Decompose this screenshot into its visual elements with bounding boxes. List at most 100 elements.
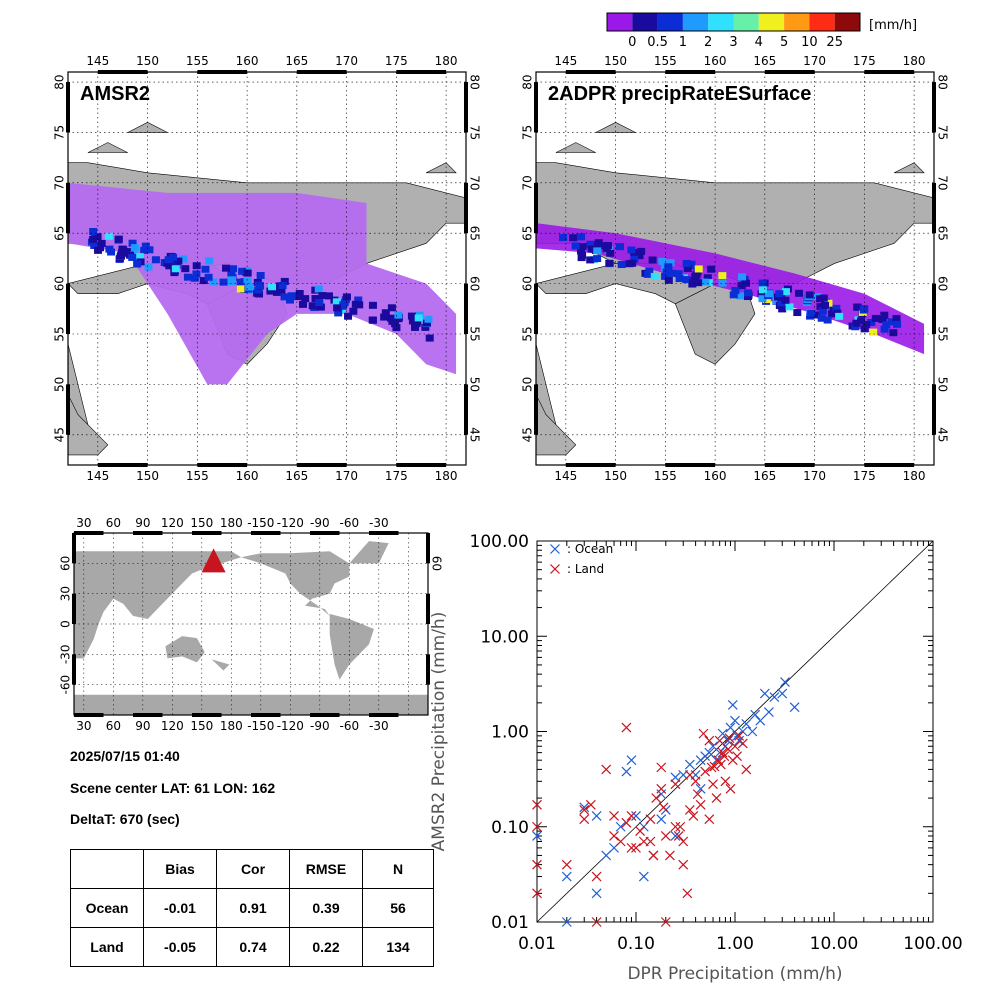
lon-tick-label: 150 bbox=[604, 54, 627, 68]
precip-pixel bbox=[630, 255, 639, 263]
x-tick-label: 1.00 bbox=[716, 934, 754, 954]
precip-pixel bbox=[586, 256, 595, 264]
y-tick-label: 100.00 bbox=[470, 532, 529, 552]
precip-pixel bbox=[777, 299, 786, 307]
precip-pixel bbox=[664, 276, 673, 284]
lon-tick-label: 155 bbox=[654, 469, 677, 483]
precip-pixel bbox=[819, 294, 828, 302]
stats-table: Bias Cor RMSE N Ocean -0.01 0.91 0.39 56… bbox=[70, 849, 434, 967]
lat-tick-label: 60 bbox=[468, 276, 482, 291]
scene-center: Scene center LAT: 61 LON: 162 bbox=[70, 780, 276, 796]
precip-pixel bbox=[165, 262, 174, 270]
precip-pixel bbox=[128, 239, 137, 247]
marker-stroke bbox=[645, 836, 656, 847]
precip-pixel bbox=[97, 239, 106, 247]
lon-tick-label: 170 bbox=[803, 469, 826, 483]
lon-tick-label: 160 bbox=[704, 54, 727, 68]
data-point-land bbox=[532, 859, 542, 870]
stats-header-cell: N bbox=[362, 849, 434, 889]
lon-tick-label: 180 bbox=[903, 54, 926, 68]
precip-pixel bbox=[637, 247, 646, 255]
data-point-land bbox=[678, 836, 689, 847]
data-point-land bbox=[609, 810, 619, 821]
precip-pixel bbox=[743, 289, 752, 297]
precip-pixel bbox=[192, 262, 201, 270]
data-point-ocean bbox=[789, 702, 800, 713]
marker-stroke bbox=[660, 831, 671, 841]
marker-stroke bbox=[704, 814, 715, 825]
precip-pixel bbox=[635, 252, 644, 260]
marker-stroke bbox=[561, 871, 572, 882]
colorbar: 0 0.5 1 2 3 4 5 10 25 bbox=[606, 12, 861, 50]
map-content bbox=[68, 72, 466, 465]
precip-pixel bbox=[758, 295, 767, 303]
lon-tick-label: 165 bbox=[285, 469, 308, 483]
data-point-land bbox=[656, 783, 667, 794]
data-point-ocean bbox=[780, 677, 790, 688]
marker-stroke bbox=[684, 805, 695, 815]
precip-pixel bbox=[245, 283, 254, 291]
precip-pixel bbox=[571, 242, 580, 250]
precip-pixel bbox=[795, 289, 804, 297]
stats-row-land: Land -0.05 0.74 0.22 134 bbox=[70, 927, 434, 967]
legend-label: : Ocean bbox=[567, 542, 613, 556]
precip-pixel bbox=[221, 264, 230, 272]
lat-tick-label: 70 bbox=[521, 175, 535, 190]
precip-pixel bbox=[775, 290, 784, 298]
precip-pixel bbox=[119, 246, 128, 254]
stats-cell: 134 bbox=[362, 927, 434, 967]
marker-stroke bbox=[727, 700, 738, 710]
marker-stroke bbox=[723, 744, 733, 755]
precip-pixel bbox=[354, 296, 363, 304]
marker-stroke bbox=[670, 821, 681, 832]
data-point-land bbox=[734, 730, 745, 741]
data-point-land bbox=[561, 859, 572, 870]
marker-stroke bbox=[741, 764, 752, 775]
precip-pixel bbox=[107, 248, 116, 256]
marker-stroke bbox=[780, 677, 790, 688]
data-point-land bbox=[684, 805, 695, 815]
precip-pixel bbox=[311, 295, 320, 303]
precip-pixel bbox=[762, 295, 771, 303]
data-point-ocean bbox=[656, 814, 667, 825]
lon-tick-label: 155 bbox=[654, 54, 677, 68]
marker-stroke bbox=[656, 783, 667, 794]
data-point-land bbox=[645, 836, 656, 847]
lon-tick-label: 145 bbox=[86, 54, 109, 68]
marker-stroke bbox=[789, 702, 800, 713]
y-axis-label: AMSR2 Precipitation (mm/h) bbox=[429, 612, 449, 852]
marker-stroke bbox=[763, 707, 774, 717]
precip-pixel bbox=[785, 303, 794, 311]
precip-pixel bbox=[388, 317, 397, 325]
lon-tick-label: 180 bbox=[903, 469, 926, 483]
stats-cell: 0.74 bbox=[216, 927, 290, 967]
stats-header-cell: RMSE bbox=[289, 849, 363, 889]
precip-pixel bbox=[793, 309, 802, 317]
data-point-land bbox=[730, 741, 740, 752]
data-point-ocean bbox=[750, 709, 761, 720]
precip-pixel bbox=[144, 263, 153, 271]
land-polygon bbox=[894, 162, 925, 174]
precip-pixel bbox=[171, 265, 180, 273]
marker-stroke bbox=[695, 783, 706, 794]
data-point-land bbox=[725, 783, 736, 794]
legend-marker-ocean bbox=[550, 544, 560, 554]
precip-pixel bbox=[243, 269, 252, 277]
data-point-land bbox=[621, 817, 632, 828]
precip-pixel bbox=[577, 254, 586, 262]
lat-tick-label: 80 bbox=[468, 74, 482, 89]
colorbar-swatch bbox=[809, 13, 835, 31]
precip-pixel bbox=[765, 290, 774, 298]
continent-polygon bbox=[74, 551, 242, 619]
data-point-land bbox=[682, 888, 693, 899]
precip-pixel bbox=[887, 318, 896, 326]
colorbar-border bbox=[606, 12, 861, 32]
world-lon-tick: 150 bbox=[190, 719, 213, 733]
marker-stroke bbox=[737, 738, 748, 749]
land-polygon bbox=[555, 142, 596, 153]
world-lat-tick: 60 bbox=[59, 556, 73, 571]
map-frame bbox=[67, 71, 467, 466]
data-point-land bbox=[692, 789, 703, 800]
precip-pixel bbox=[691, 272, 700, 280]
precip-pixel bbox=[736, 292, 745, 300]
